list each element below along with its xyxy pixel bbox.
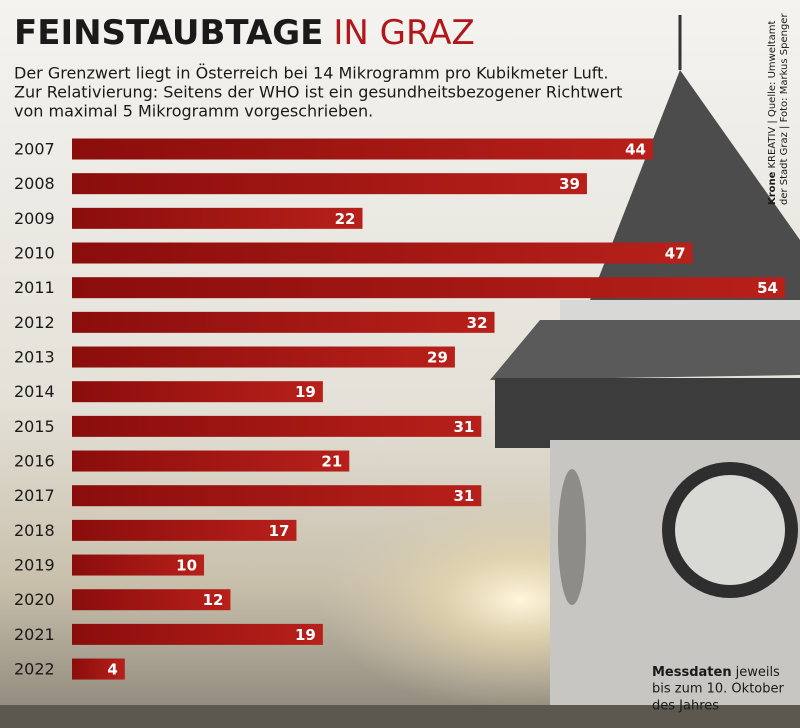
credit-line: der Stadt Graz | Foto: Markus Spenger [779, 13, 790, 205]
value-label: 21 [321, 453, 342, 471]
title: FEINSTAUBTAGE IN GRAZ [14, 13, 475, 53]
value-label: 10 [176, 557, 197, 575]
bar [72, 658, 125, 680]
bar [72, 450, 350, 472]
value-label: 44 [625, 141, 646, 159]
category-label: 2011 [14, 278, 55, 297]
bar [72, 485, 482, 507]
bar [72, 173, 587, 195]
value-label: 12 [203, 591, 224, 609]
title-light: IN GRAZ [333, 13, 474, 53]
category-label: 2009 [14, 209, 55, 228]
value-label: 19 [295, 383, 316, 401]
category-label: 2013 [14, 348, 55, 367]
value-label: 31 [453, 418, 474, 436]
category-label: 2021 [14, 625, 55, 644]
value-label: 54 [757, 279, 778, 297]
category-label: 2012 [14, 313, 55, 332]
value-label: 31 [453, 487, 474, 505]
bar [72, 554, 205, 576]
bar [72, 311, 495, 333]
subtitle: Der Grenzwert liegt in Österreich bei 14… [14, 64, 622, 121]
bar [72, 138, 653, 160]
value-label: 17 [269, 522, 290, 540]
category-label: 2018 [14, 521, 55, 540]
value-label: 32 [467, 314, 488, 332]
bars: 2007 44 2008 39 2009 22 2010 47 2011 54 2012 32 2013… [14, 138, 785, 680]
subtitle-line: von maximal 5 Mikrogramm vorgeschrieben. [14, 102, 373, 121]
value-label: 39 [559, 175, 580, 193]
category-label: 2010 [14, 244, 55, 263]
note-text: jeweils [735, 665, 780, 680]
category-label: 2017 [14, 486, 55, 505]
bar [72, 207, 363, 229]
category-label: 2007 [14, 140, 55, 159]
value-label: 47 [665, 245, 686, 263]
credit-line: Krone KREATIV | Quelle: Umweltamt [767, 20, 778, 205]
value-label: 4 [107, 661, 117, 679]
bar [72, 623, 323, 645]
credit: Krone KREATIV | Quelle: Umweltamt der Sta… [767, 13, 790, 205]
clock-tower [0, 15, 800, 728]
category-label: 2008 [14, 174, 55, 193]
bar [72, 519, 297, 541]
bar [72, 415, 482, 437]
credit-brand: Krone [767, 171, 778, 205]
category-label: 2022 [14, 660, 55, 679]
category-label: 2015 [14, 417, 55, 436]
bar [72, 242, 693, 264]
category-label: 2020 [14, 590, 55, 609]
bar [72, 589, 231, 611]
note-line: bis zum 10. Oktober [652, 682, 784, 697]
subtitle-line: Zur Relativierung: Seitens der WHO ist e… [14, 83, 622, 102]
value-label: 19 [295, 626, 316, 644]
note-bold: Messdaten [652, 665, 732, 680]
value-label: 22 [335, 210, 356, 228]
bar [72, 346, 455, 368]
title-bold: FEINSTAUBTAGE [14, 13, 323, 53]
bar [72, 381, 323, 403]
note-line: des Jahres [652, 699, 719, 714]
subtitle-line: Der Grenzwert liegt in Österreich bei 14… [14, 64, 608, 83]
category-label: 2014 [14, 382, 55, 401]
note: Messdaten jeweils bis zum 10. Oktober des… [652, 665, 784, 714]
value-label: 29 [427, 349, 448, 367]
bar [72, 277, 785, 299]
category-label: 2016 [14, 452, 55, 471]
note-line: Messdaten jeweils [652, 665, 780, 680]
category-label: 2019 [14, 556, 55, 575]
credit-text: KREATIV | Quelle: Umweltamt [767, 20, 778, 168]
